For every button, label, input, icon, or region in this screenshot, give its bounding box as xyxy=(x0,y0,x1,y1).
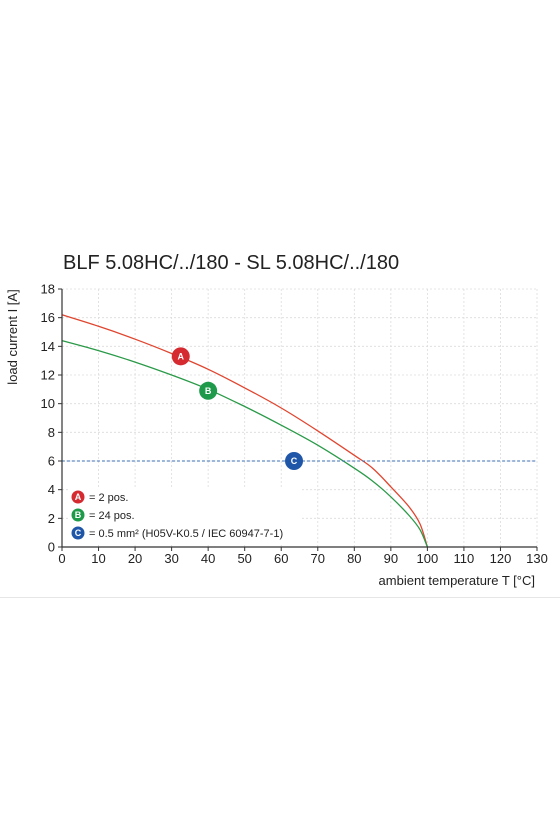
legend-marker-label-c: C xyxy=(75,528,82,538)
y-tick-label: 0 xyxy=(48,540,55,555)
y-tick-labels: 0 2 4 6 8 10 12 14 16 18 xyxy=(41,282,55,555)
series-line-a xyxy=(61,314,429,548)
x-tick-label: 130 xyxy=(526,551,548,566)
legend-marker-a xyxy=(71,490,85,504)
marker-label-c: C xyxy=(291,456,298,466)
legend-marker-label-b: B xyxy=(75,510,82,520)
marker-layer: A B C xyxy=(171,347,304,470)
marker-c xyxy=(285,452,304,470)
y-tick-label: 16 xyxy=(41,310,55,325)
x-tick-label: 10 xyxy=(91,551,105,566)
x-axis-label: ambient temperature T [°C] xyxy=(379,573,535,588)
y-tick-label: 6 xyxy=(48,454,55,469)
x-tick-label: 50 xyxy=(237,551,251,566)
x-tick-label: 30 xyxy=(164,551,178,566)
y-tick-label: 10 xyxy=(41,396,55,411)
marker-a xyxy=(171,347,190,366)
marker-label-b: B xyxy=(205,386,212,396)
legend-marker-label-a: A xyxy=(75,492,82,502)
y-tick-label: 14 xyxy=(41,339,55,354)
chart-axes xyxy=(58,288,538,551)
y-tick-label: 8 xyxy=(48,425,55,440)
x-tick-label: 110 xyxy=(454,551,475,566)
legend-text-c: = 0.5 mm² (H05V-K0.5 / IEC 60947-7-1) xyxy=(89,528,283,540)
x-tick-label: 70 xyxy=(311,551,325,566)
legend-text-a: = 2 pos. xyxy=(89,492,128,504)
y-tick-label: 4 xyxy=(48,482,55,497)
x-tick-label: 100 xyxy=(417,551,439,566)
x-tick-label: 0 xyxy=(58,551,65,566)
page-divider xyxy=(0,597,560,598)
x-tick-label: 20 xyxy=(128,551,142,566)
series-line-b xyxy=(61,339,429,548)
x-tick-label: 40 xyxy=(201,551,215,566)
legend-marker-c xyxy=(71,526,85,540)
x-tick-label: 90 xyxy=(384,551,398,566)
chart-legend: A = 2 pos. B = 24 pos. C = 0.5 mm² (H05V-K0.5… xyxy=(68,487,300,543)
legend-marker-b xyxy=(71,508,85,522)
x-tick-label: 60 xyxy=(274,551,288,566)
y-tick-label: 12 xyxy=(41,368,55,383)
marker-label-a: A xyxy=(178,352,185,362)
y-tick-label: 2 xyxy=(48,511,55,526)
x-tick-label: 120 xyxy=(490,551,512,566)
chart-title: BLF 5.08HC/../180 - SL 5.08HC/../180 xyxy=(63,252,399,274)
x-tick-label: 80 xyxy=(347,551,361,566)
legend-text-b: = 24 pos. xyxy=(89,510,135,522)
legend-background xyxy=(68,487,300,543)
marker-b xyxy=(199,381,218,400)
y-tick-label: 18 xyxy=(41,282,55,297)
x-tick-labels: 0 10 20 30 40 50 60 70 80 90 100 110 120 130 xyxy=(58,551,547,566)
y-axis-label: load current I [A] xyxy=(5,289,20,384)
